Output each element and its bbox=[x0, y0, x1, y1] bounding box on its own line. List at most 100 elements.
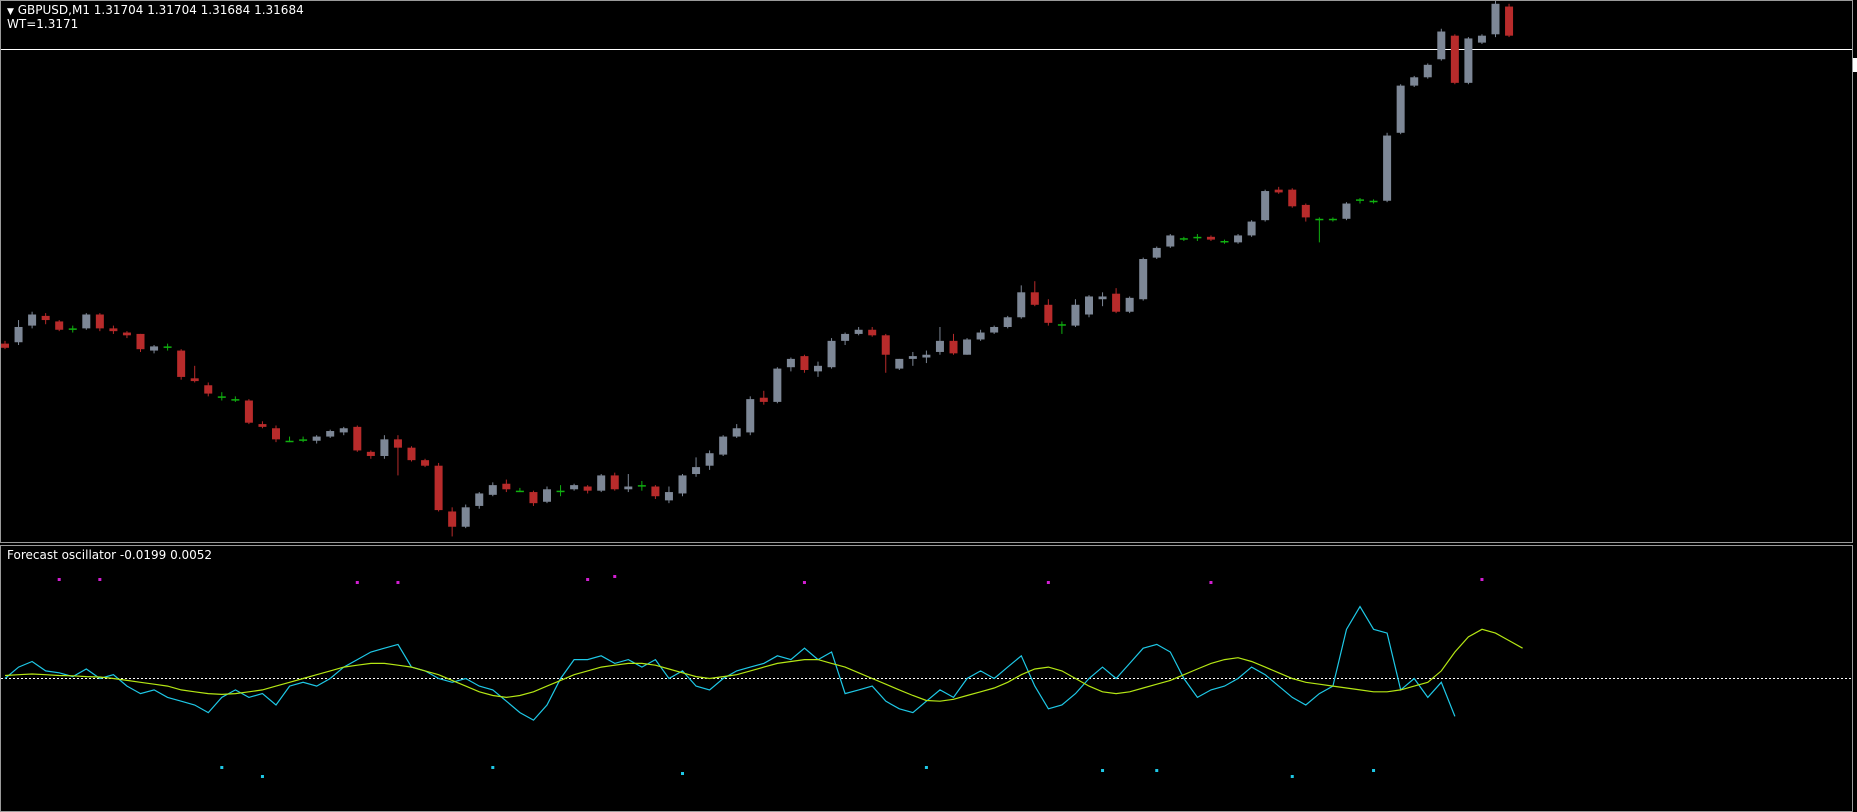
bull-candle bbox=[678, 475, 687, 494]
bottom-signal-dot bbox=[491, 766, 495, 769]
indicator-pane[interactable]: Forecast oscillator -0.0199 0.0052 bbox=[0, 545, 1853, 812]
collapse-triangle-icon[interactable]: ▼ bbox=[7, 7, 14, 17]
top-signal-dot bbox=[802, 581, 806, 584]
bottom-signal-dot bbox=[681, 772, 684, 775]
bull-candle bbox=[339, 428, 348, 433]
bull-candle bbox=[475, 493, 484, 506]
bull-candle bbox=[150, 346, 159, 351]
bear-candle bbox=[1193, 236, 1202, 239]
bull-candle bbox=[746, 399, 755, 433]
bull-candle bbox=[1410, 77, 1419, 86]
bull-candle bbox=[326, 431, 335, 437]
top-signal-dot bbox=[57, 578, 61, 581]
bull-candle bbox=[935, 340, 944, 352]
bull-candle bbox=[814, 365, 822, 372]
bottom-signal-dot bbox=[1155, 769, 1159, 772]
bull-candle bbox=[1057, 324, 1066, 326]
bull-candle bbox=[1003, 317, 1012, 327]
bear-candle bbox=[556, 490, 565, 493]
bear-candle bbox=[41, 315, 50, 321]
bear-candle bbox=[393, 439, 402, 448]
bear-candle bbox=[502, 483, 511, 490]
bull-candle bbox=[1152, 247, 1161, 258]
top-signal-dot bbox=[613, 575, 617, 578]
bull-candle bbox=[1383, 135, 1392, 201]
bear-candle bbox=[258, 424, 267, 427]
bull-candle bbox=[976, 332, 985, 340]
bull-candle bbox=[692, 467, 701, 475]
symbol-quote-line: GBPUSD,M1 1.31704 1.31704 1.31684 1.3168… bbox=[17, 3, 304, 17]
bull-candle bbox=[14, 326, 23, 343]
bear-candle bbox=[407, 447, 416, 461]
top-signal-dot bbox=[1480, 578, 1484, 581]
bear-candle bbox=[163, 346, 172, 348]
chart-header: ▼ GBPUSD,M1 1.31704 1.31704 1.31684 1.31… bbox=[7, 4, 304, 19]
bull-candle bbox=[773, 368, 782, 402]
bull-candle bbox=[841, 333, 850, 341]
bear-candle bbox=[1315, 218, 1324, 221]
bull-candle bbox=[963, 339, 972, 355]
bear-candle bbox=[949, 340, 958, 354]
bull-candle bbox=[1491, 3, 1500, 35]
bull-candle bbox=[732, 428, 741, 437]
bull-candle bbox=[1247, 221, 1256, 236]
bull-candle bbox=[637, 485, 646, 487]
candlestick-chart bbox=[1, 1, 1852, 537]
bull-candle bbox=[543, 489, 551, 502]
bull-candle bbox=[1139, 259, 1148, 300]
bull-candle bbox=[380, 439, 389, 456]
bear-candle bbox=[1112, 293, 1121, 312]
price-level-marker bbox=[1853, 58, 1857, 72]
oscillator-line bbox=[4, 605, 1456, 721]
bull-candle bbox=[1166, 235, 1175, 247]
top-signal-dot bbox=[1046, 581, 1050, 584]
bull-candle bbox=[1017, 292, 1026, 318]
bull-candle bbox=[231, 399, 240, 401]
bear-candle bbox=[122, 332, 131, 336]
bull-candle bbox=[1085, 296, 1093, 315]
bear-candle bbox=[1220, 240, 1229, 243]
bear-candle bbox=[55, 321, 64, 330]
bull-candle bbox=[488, 485, 497, 495]
bull-candle bbox=[1125, 297, 1134, 312]
bottom-signal-dot bbox=[220, 766, 224, 769]
bull-candle bbox=[299, 439, 308, 441]
bear-candle bbox=[434, 465, 443, 511]
bull-candle bbox=[1234, 235, 1243, 243]
bear-candle bbox=[1328, 218, 1337, 221]
bull-candle bbox=[1423, 64, 1432, 78]
bear-candle bbox=[1288, 189, 1297, 207]
bull-candle bbox=[786, 358, 795, 368]
bull-candle bbox=[570, 485, 579, 490]
price-chart-pane[interactable]: ▼ GBPUSD,M1 1.31704 1.31704 1.31684 1.31… bbox=[0, 0, 1853, 543]
bear-candle bbox=[95, 314, 104, 329]
bull-candle bbox=[1477, 35, 1486, 43]
bull-candle bbox=[705, 453, 714, 466]
bear-candle bbox=[1505, 6, 1514, 36]
bottom-signal-dot bbox=[1372, 769, 1376, 772]
bull-candle bbox=[1437, 31, 1446, 60]
bull-candle bbox=[1179, 238, 1188, 240]
bottom-signal-dot bbox=[260, 775, 264, 778]
top-signal-dot bbox=[396, 581, 400, 584]
bear-candle bbox=[881, 335, 890, 355]
bull-candle bbox=[1396, 85, 1405, 133]
top-signal-dot bbox=[98, 578, 102, 581]
bear-candle bbox=[1206, 236, 1215, 240]
bear-candle bbox=[285, 440, 294, 443]
bear-candle bbox=[515, 490, 524, 493]
bull-candle bbox=[664, 492, 673, 501]
bear-candle bbox=[583, 486, 592, 491]
bear-candle bbox=[1030, 292, 1039, 305]
bottom-signal-dot bbox=[1101, 769, 1105, 772]
bear-candle bbox=[1274, 189, 1283, 193]
bull-candle bbox=[1261, 191, 1270, 221]
bear-candle bbox=[190, 378, 199, 382]
bear-candle bbox=[366, 451, 375, 456]
bull-candle bbox=[624, 486, 633, 490]
bull-candle bbox=[312, 436, 321, 441]
top-signal-dot bbox=[355, 581, 359, 584]
bear-candle bbox=[1044, 304, 1053, 323]
bear-candle bbox=[272, 428, 280, 440]
bull-candle bbox=[461, 507, 470, 527]
